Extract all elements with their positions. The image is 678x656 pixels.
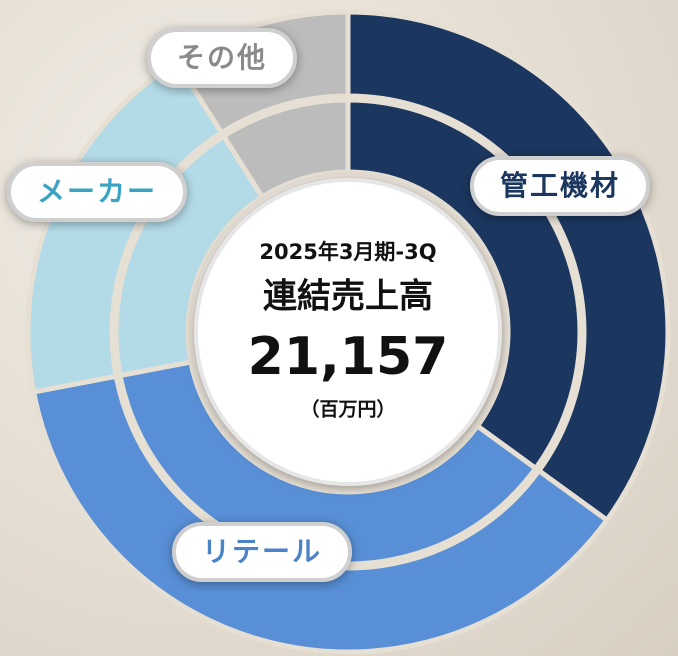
- unit: （百万円）: [300, 398, 395, 421]
- category-label: メーカー: [37, 175, 157, 208]
- pill: [469, 156, 651, 216]
- outer-segment: [30, 373, 611, 655]
- inner-segment: [220, 97, 351, 201]
- center-disc: [194, 178, 502, 486]
- period: 2025年3月期-3Q: [259, 240, 436, 264]
- category-pill: リテール: [171, 522, 353, 582]
- title: 連結売上高: [263, 277, 433, 317]
- inner-segment: [117, 359, 540, 567]
- category-label: その他: [177, 41, 267, 74]
- category-label: リテール: [202, 535, 322, 568]
- category-pill: メーカー: [6, 162, 188, 222]
- pill: [6, 162, 188, 222]
- category-label: 管工機材: [500, 169, 620, 202]
- category-pill: 管工機材: [469, 156, 651, 216]
- category-pill: その他: [146, 28, 298, 88]
- pill: [171, 522, 353, 582]
- pill: [146, 28, 298, 88]
- total: 21,157: [248, 327, 449, 387]
